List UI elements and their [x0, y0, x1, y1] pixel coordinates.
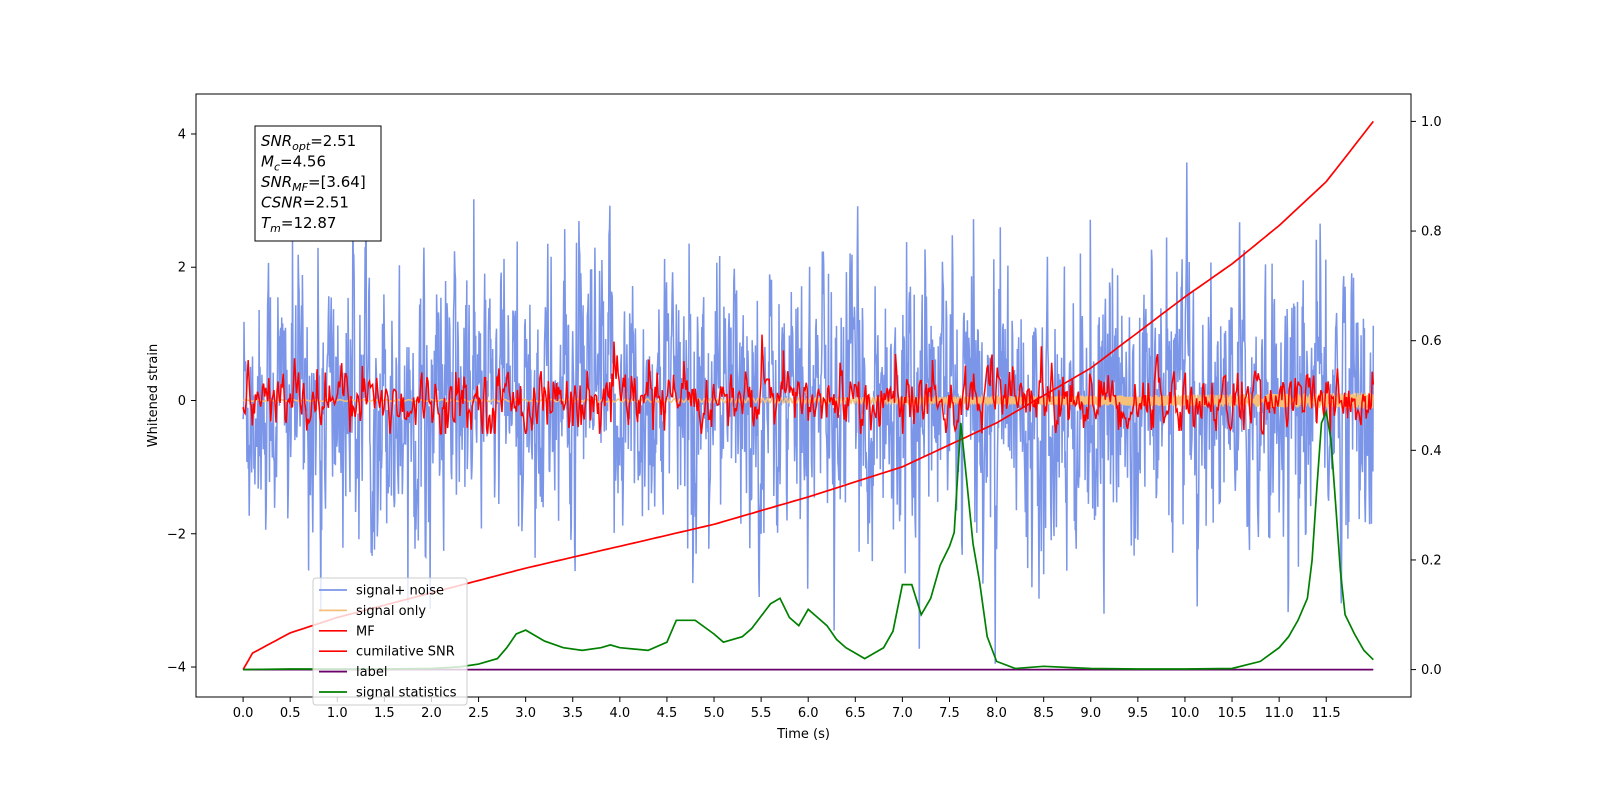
- x-tick-label: 10.5: [1218, 706, 1247, 721]
- legend-entry-label: signal only: [356, 604, 426, 619]
- annotation-subscript: MF: [292, 181, 308, 194]
- annotation-line: Tm=12.87: [261, 214, 336, 235]
- x-tick-label: 7.5: [939, 706, 960, 721]
- y-tick-label: 4: [178, 127, 186, 142]
- x-tick-label: 0.5: [280, 706, 301, 721]
- x-tick-label: 8.5: [1033, 706, 1054, 721]
- annotation-value: =2.51: [303, 194, 349, 212]
- series-line-mf: [242, 334, 1375, 435]
- y2-tick-label: 0.2: [1421, 553, 1442, 568]
- annotation-symbol: M: [261, 153, 274, 171]
- x-tick-label: 0.0: [233, 706, 254, 721]
- plot-frame: [195, 93, 1412, 698]
- annotation-line: SNRMF=[3.64]: [261, 173, 366, 194]
- annotation-subscript: c: [274, 161, 280, 174]
- annotation-value: =12.87: [281, 214, 337, 232]
- y-tick-label: −4: [167, 661, 186, 676]
- x-tick-label: 1.5: [374, 706, 395, 721]
- annotation-line: CSNR=2.51: [261, 194, 349, 212]
- annotation-box: [254, 125, 382, 242]
- series-line-signal-statistics: [243, 408, 1374, 671]
- x-tick-label: 5.5: [751, 706, 772, 721]
- x-tick-label: 3.5: [562, 706, 583, 721]
- x-tick-label: 6.0: [798, 706, 819, 721]
- x-tick-label: 2.5: [468, 706, 489, 721]
- x-tick-label: 11.0: [1265, 706, 1294, 721]
- y2-tick-label: 0.4: [1421, 444, 1442, 459]
- x-tick-label: 9.5: [1128, 706, 1149, 721]
- annotation-symbol: SNR: [261, 132, 292, 150]
- legend-entry-label: signal statistics: [356, 686, 457, 701]
- annotation-symbol: SNR: [261, 173, 292, 191]
- y2-tick-label: 1.0: [1421, 115, 1442, 130]
- y2-tick-label: 0.6: [1421, 334, 1442, 349]
- annotation-value: =4.56: [280, 153, 326, 171]
- legend-entry-label: cumilative SNR: [356, 645, 455, 660]
- annotation-line: SNRopt=2.51: [261, 132, 356, 153]
- x-tick-label: 1.0: [327, 706, 348, 721]
- x-tick-label: 6.5: [845, 706, 866, 721]
- annotation-symbol: CSNR: [261, 194, 303, 212]
- x-tick-label: 3.0: [515, 706, 536, 721]
- annotation-subscript: m: [270, 222, 281, 235]
- x-tick-label: 4.5: [657, 706, 678, 721]
- annotation-value: =[3.64]: [308, 173, 366, 191]
- x-tick-label: 4.0: [609, 706, 630, 721]
- legend-entry-label: signal+ noise: [356, 584, 444, 599]
- y2-tick-label: 0.8: [1421, 225, 1442, 240]
- x-tick-label: 9.0: [1080, 706, 1101, 721]
- x-tick-label: 8.0: [986, 706, 1007, 721]
- y2-tick-label: 0.0: [1421, 663, 1442, 678]
- x-tick-label: 5.0: [704, 706, 725, 721]
- x-tick-label: 10.0: [1170, 706, 1199, 721]
- legend-box: [312, 577, 468, 706]
- annotation-value: =2.51: [310, 132, 356, 150]
- y-tick-label: 0: [178, 394, 186, 409]
- legend-entry-label: label: [356, 665, 387, 680]
- annotation-subscript: opt: [292, 140, 311, 153]
- x-tick-label: 7.0: [892, 706, 913, 721]
- y-axis-label: Whitened strain: [146, 344, 161, 447]
- x-tick-label: 2.0: [421, 706, 442, 721]
- x-axis-label: Time (s): [776, 727, 830, 742]
- y-tick-label: −2: [167, 527, 186, 542]
- annotation-symbol: T: [261, 214, 272, 232]
- y-tick-label: 2: [178, 261, 186, 276]
- annotation-line: Mc=4.56: [261, 153, 326, 174]
- x-tick-label: 11.5: [1312, 706, 1341, 721]
- legend-entry-label: MF: [356, 624, 375, 639]
